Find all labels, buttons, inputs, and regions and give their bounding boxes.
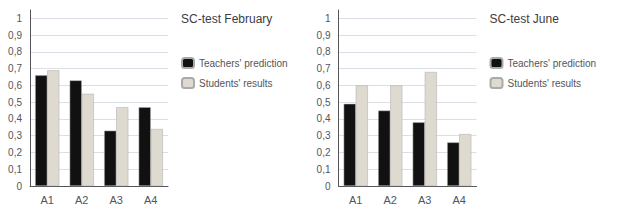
svg-text:A4: A4 (453, 194, 466, 206)
svg-text:SC-test June: SC-test June (490, 12, 560, 26)
svg-text:0,8: 0,8 (8, 46, 22, 57)
svg-text:Students' results: Students' results (199, 78, 273, 89)
svg-text:A1: A1 (349, 194, 362, 206)
svg-text:0,6: 0,6 (8, 80, 22, 91)
svg-text:A2: A2 (384, 194, 397, 206)
svg-text:Teachers' prediction: Teachers' prediction (508, 58, 597, 69)
svg-text:A3: A3 (110, 194, 123, 206)
svg-text:0,1: 0,1 (8, 164, 22, 175)
svg-text:A1: A1 (41, 194, 54, 206)
svg-text:0,9: 0,9 (317, 30, 331, 41)
svg-text:A4: A4 (144, 194, 157, 206)
svg-text:SC-test February: SC-test February (181, 12, 272, 26)
svg-text:0,2: 0,2 (8, 147, 22, 158)
svg-text:0,3: 0,3 (317, 130, 331, 141)
svg-text:Teachers' prediction: Teachers' prediction (199, 58, 288, 69)
svg-text:0,7: 0,7 (317, 63, 331, 74)
svg-text:0,4: 0,4 (8, 113, 22, 124)
svg-text:0,5: 0,5 (8, 97, 22, 108)
svg-text:0: 0 (325, 181, 331, 192)
svg-text:Students' results: Students' results (508, 78, 582, 89)
svg-text:A2: A2 (75, 194, 88, 206)
svg-text:A3: A3 (418, 194, 431, 206)
svg-text:0,2: 0,2 (317, 147, 331, 158)
svg-text:0,6: 0,6 (317, 80, 331, 91)
svg-text:0,4: 0,4 (317, 113, 331, 124)
svg-text:0,8: 0,8 (317, 46, 331, 57)
svg-text:0,1: 0,1 (317, 164, 331, 175)
svg-text:0: 0 (16, 181, 22, 192)
svg-text:0,9: 0,9 (8, 30, 22, 41)
svg-text:1: 1 (16, 13, 22, 24)
svg-text:0,7: 0,7 (8, 63, 22, 74)
svg-text:0,5: 0,5 (317, 97, 331, 108)
svg-text:0,3: 0,3 (8, 130, 22, 141)
svg-text:1: 1 (325, 13, 331, 24)
